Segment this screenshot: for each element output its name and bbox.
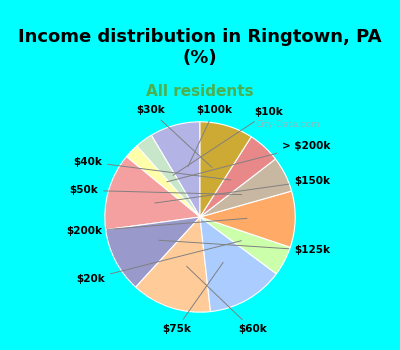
Text: $30k: $30k xyxy=(136,105,212,167)
Wedge shape xyxy=(105,157,200,230)
Text: $20k: $20k xyxy=(76,241,241,284)
Wedge shape xyxy=(200,137,276,217)
Text: $10k: $10k xyxy=(173,107,283,175)
Wedge shape xyxy=(137,135,200,217)
Text: > $200k: > $200k xyxy=(167,141,331,182)
Text: All residents: All residents xyxy=(146,84,254,99)
Wedge shape xyxy=(200,191,295,247)
Text: $100k: $100k xyxy=(188,105,232,167)
Wedge shape xyxy=(200,122,251,217)
Text: $200k: $200k xyxy=(66,218,247,236)
Text: $150k: $150k xyxy=(155,176,330,203)
Text: $60k: $60k xyxy=(186,266,267,334)
Text: $125k: $125k xyxy=(159,240,330,255)
Text: $40k: $40k xyxy=(73,157,231,180)
Wedge shape xyxy=(126,146,200,217)
Wedge shape xyxy=(151,122,200,217)
Text: $50k: $50k xyxy=(70,186,242,195)
Text: $75k: $75k xyxy=(162,262,223,334)
Wedge shape xyxy=(136,217,210,312)
Wedge shape xyxy=(200,159,292,217)
Wedge shape xyxy=(106,217,200,287)
Text: Income distribution in Ringtown, PA
(%): Income distribution in Ringtown, PA (%) xyxy=(18,28,382,67)
Wedge shape xyxy=(200,217,290,274)
Text: City-Data.com: City-Data.com xyxy=(256,120,320,129)
Wedge shape xyxy=(200,217,276,312)
